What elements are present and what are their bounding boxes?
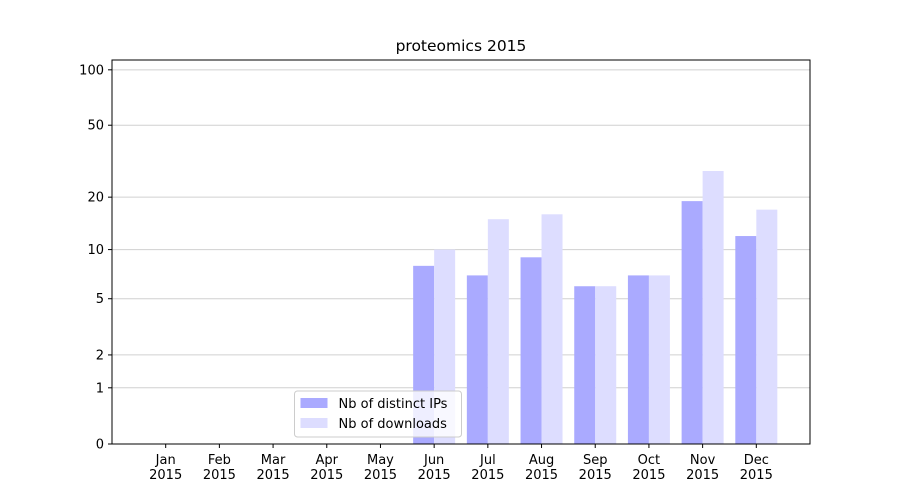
bar: [541, 214, 563, 444]
plot-frame: [111, 59, 811, 445]
y-tick-label: 2: [96, 348, 104, 363]
bar: [702, 170, 724, 444]
x-tick-label: Oct 2015: [632, 453, 666, 483]
x-tick-label: Jun 2015: [417, 453, 451, 483]
x-tick-label: Sep 2015: [578, 453, 612, 483]
y-tick-label: 20: [87, 191, 104, 206]
bar: [595, 286, 617, 444]
legend-label: Nb of downloads: [339, 417, 448, 432]
grid: [112, 69, 810, 445]
legend-box: [294, 390, 462, 438]
x-tick-label: Apr 2015: [310, 453, 344, 483]
chart-title: proteomics 2015: [396, 37, 527, 55]
legend-swatch: [300, 418, 328, 428]
x-tick-label: Feb 2015: [202, 453, 236, 483]
y-tick-label: 0: [96, 438, 104, 453]
bar: [574, 286, 596, 444]
legend: Nb of distinct IPs Nb of downloads: [294, 390, 462, 438]
bar: [648, 275, 670, 444]
x-tick-label: May 2015: [363, 453, 397, 483]
y-tick-label: 50: [87, 119, 104, 134]
bar: [681, 201, 703, 444]
bar: [756, 209, 778, 444]
bar: [466, 275, 488, 444]
y-tick-label: 5: [96, 292, 104, 307]
y-tick-label: 10: [87, 243, 104, 258]
bar: [487, 219, 509, 444]
x-tick-label: Jul 2015: [471, 453, 505, 483]
x-tick-label: Dec 2015: [739, 453, 773, 483]
bar: [735, 236, 757, 444]
x-tick-label: Jan 2015: [149, 453, 183, 483]
y-tick-label: 100: [79, 63, 104, 78]
bar: [627, 275, 649, 444]
legend-label: Nb of distinct IPs: [339, 397, 448, 412]
x-tick-label: Nov 2015: [686, 453, 720, 483]
legend-swatch: [300, 398, 328, 408]
x-tick-label: Mar 2015: [256, 453, 290, 483]
bar: [520, 257, 542, 444]
y-tick-label: 1: [96, 381, 104, 396]
x-tick-label: Aug 2015: [524, 453, 559, 483]
